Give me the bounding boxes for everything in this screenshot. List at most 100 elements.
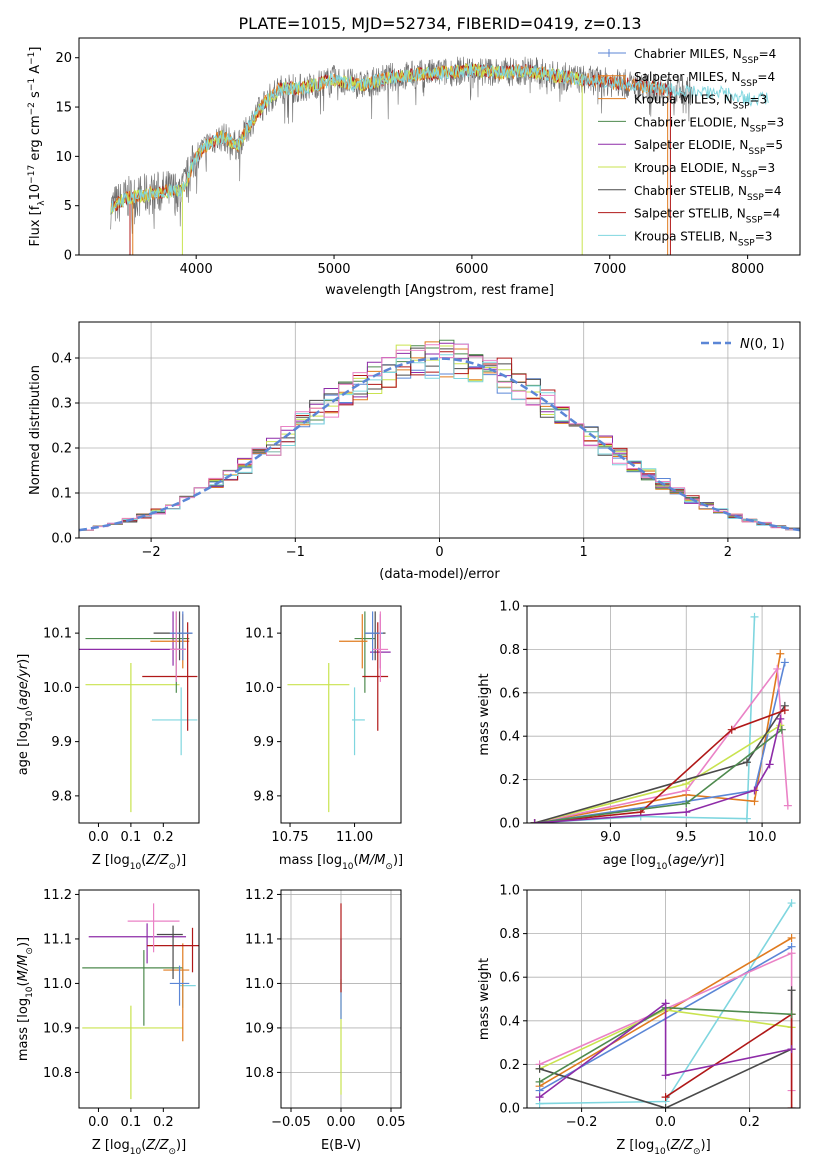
x-tick-label: −2: [142, 545, 161, 560]
errorbar-stelib_kroupa: [351, 687, 365, 756]
x-tick-label: 0.2: [153, 830, 174, 845]
y-axis-label: mass weight: [477, 958, 492, 1040]
errorbar-elodie_chabrier: [82, 950, 183, 1026]
y-tick-label: 10.0: [43, 681, 72, 696]
y-tick-label: 9.8: [51, 789, 72, 804]
legend-label: Salpeter MILES, NSSP=4: [634, 70, 775, 89]
x-axis-label: mass [log10(M/M⊙)]: [279, 853, 403, 872]
gaussian-curve: [79, 357, 800, 532]
point-marker: [787, 986, 796, 995]
legend-label: Salpeter ELODIE, NSSP=5: [634, 138, 783, 157]
y-axis-label: Flux [fλ10−17 erg cm−2 s−1 A−1]: [27, 47, 47, 247]
point-marker: [776, 649, 785, 658]
y-tick-label: 0.2: [499, 773, 520, 788]
errorbar-miles_kroupa: [150, 614, 190, 669]
x-axis-label: Z [log10(Z/Z⊙)]: [92, 853, 186, 872]
errorbar-elodie_kroupa: [82, 1005, 183, 1100]
y-tick-label: 11.2: [43, 888, 72, 903]
y-tick-label: 10.8: [43, 1066, 72, 1081]
y-axis-label: mass weight: [477, 673, 492, 755]
point-marker: [530, 819, 539, 823]
x-tick-label: 0.1: [121, 1115, 142, 1130]
x-tick-label: 0.0: [88, 1115, 109, 1130]
y-tick-label: 10.1: [245, 627, 274, 642]
y-tick-label: 11.1: [245, 932, 274, 947]
series-stelib_salpeter: [665, 1012, 793, 1108]
x-axis-label: (data-model)/error: [379, 567, 500, 582]
x-tick-label: −0.2: [566, 1115, 598, 1130]
point-marker: [661, 1071, 670, 1080]
errorbar-miles_chabrier: [169, 611, 193, 661]
point-marker: [682, 799, 691, 808]
legend-label: Chabrier STELIB, NSSP=4: [634, 184, 782, 203]
y-tick-label: 0: [64, 249, 72, 264]
y-tick-label: 0.0: [51, 532, 72, 547]
plot-area: [110, 56, 769, 255]
model-spectrum-stelib_kroupa: [110, 63, 769, 215]
point-marker: [773, 664, 782, 673]
y-tick-label: 0.4: [51, 352, 72, 367]
figure-title: PLATE=1015, MJD=52734, FIBERID=0419, z=0…: [238, 14, 641, 33]
y-tick-label: 0.8: [499, 643, 520, 658]
x-tick-label: 10.75: [271, 830, 308, 845]
axes-age_vs_mass: 10.75 11.00 9.8 9.9 10.0 10.1 mass [log10(M/M⊙…: [245, 605, 403, 872]
y-tick-label: 15: [55, 101, 72, 116]
x-axis-label: E(B-V): [321, 1138, 361, 1153]
errorbar-pink: [372, 611, 389, 682]
errorbar-elodie_chabrier: [354, 611, 376, 693]
errorbar-miles_kroupa: [339, 614, 368, 669]
point-marker: [787, 949, 796, 958]
x-axis-label: Z [log10(Z/Z⊙)]: [616, 1138, 710, 1157]
y-tick-label: 0.4: [499, 730, 520, 745]
errorbar-stelib_salpeter: [362, 622, 389, 731]
x-tick-label: −1: [286, 545, 305, 560]
y-axis-label: mass [log10(M/M⊙)]: [16, 937, 35, 1061]
point-marker: [535, 1077, 544, 1086]
x-axis-label: age [log10(age/yr)]: [603, 853, 725, 872]
y-tick-label: 11.0: [245, 977, 274, 992]
y-axis-label: Normed distribution: [28, 365, 43, 495]
x-tick-label: 10.0: [748, 830, 777, 845]
x-tick-label: 8000: [731, 262, 764, 277]
point-marker: [682, 779, 691, 788]
y-tick-label: 0.6: [499, 686, 520, 701]
point-marker: [750, 797, 759, 806]
point-marker: [765, 760, 774, 769]
y-tick-label: 0.2: [499, 1058, 520, 1073]
x-axis-label: Z [log10(Z/Z⊙)]: [92, 1138, 186, 1157]
axes-massweight_vs_age: 9.0 9.5 10.0 0.0 0.2 0.4 0.6 0.8 1.0 age [log10(a…: [477, 600, 801, 872]
x-tick-label: 0: [435, 545, 443, 560]
legend-marker: [605, 49, 613, 57]
errorbar-stelib_salpeter: [142, 622, 198, 731]
plot-area: [530, 612, 792, 823]
point-marker: [661, 999, 670, 1008]
y-tick-label: 1.0: [499, 600, 520, 615]
axes-frame: [280, 605, 402, 824]
y-tick-label: 10.9: [43, 1021, 72, 1036]
axes-massweight_vs_Z: −0.2 0.0 0.2 0.0 0.2 0.4 0.6 0.8 1.0 Z [log10(Z/Z…: [477, 884, 801, 1157]
y-tick-label: 11.0: [43, 977, 72, 992]
point-marker: [661, 1093, 670, 1102]
x-tick-label: 7000: [593, 262, 626, 277]
point-marker: [742, 758, 751, 767]
y-tick-label: 20: [55, 51, 72, 66]
point-marker: [787, 899, 796, 908]
series-elodie_kroupa: [534, 724, 781, 823]
axes-frame: [526, 605, 801, 824]
y-tick-label: 0.0: [499, 817, 520, 832]
x-tick-label: 0.00: [327, 1115, 356, 1130]
x-tick-label: 6000: [455, 262, 488, 277]
x-tick-label: 0.0: [655, 1115, 676, 1130]
errorbar-miles_kroupa: [163, 943, 190, 1042]
series-elodie_salpeter: [539, 1001, 792, 1098]
y-tick-label: 0.4: [499, 1014, 520, 1029]
point-marker: [727, 725, 736, 734]
errorbar-stelib_chabrier: [156, 925, 183, 979]
point-marker: [661, 1104, 670, 1108]
y-tick-label: 10.0: [245, 681, 274, 696]
point-marker: [787, 933, 796, 942]
point-marker: [780, 658, 789, 667]
axes-mass_vs_Z: 0.0 0.1 0.2 10.8 10.9 11.0 11.1 11.2 Z [log10(Z/…: [16, 888, 200, 1157]
point-marker: [787, 1045, 796, 1054]
